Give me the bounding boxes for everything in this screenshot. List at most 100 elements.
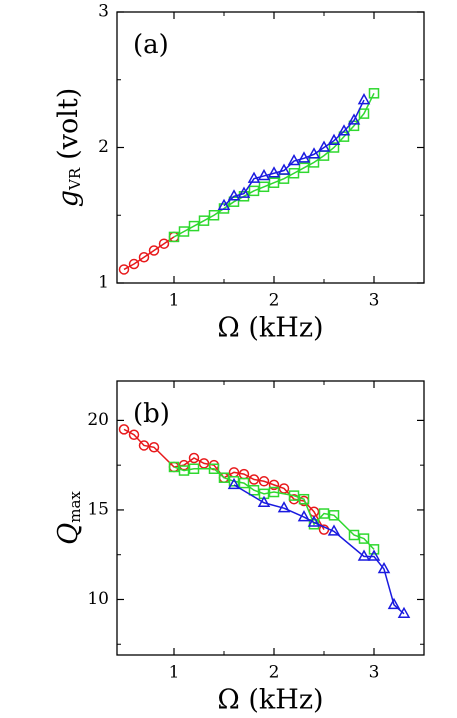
- y-axis-label: Qmax: [53, 491, 85, 545]
- y-tick-label: 2: [98, 137, 109, 157]
- square-marker: [168, 461, 180, 473]
- square-marker: [188, 463, 200, 475]
- triangle-marker: [297, 510, 311, 522]
- square-marker: [188, 220, 200, 232]
- y-tick-label: 20: [87, 410, 109, 430]
- triangle-marker: [247, 171, 261, 183]
- triangle-marker: [327, 524, 341, 536]
- square-marker: [318, 508, 330, 519]
- x-axis-label: Ω (kHz): [217, 313, 323, 344]
- triangle-marker: [377, 561, 391, 574]
- y-label-unit: (volt): [53, 88, 84, 160]
- square-marker: [248, 185, 260, 197]
- x-tick-label: 2: [269, 663, 280, 683]
- series-line: [123, 428, 325, 531]
- circle-marker: [118, 264, 130, 275]
- square-marker: [288, 490, 300, 501]
- y-label-subscript: max: [66, 491, 84, 523]
- y-label-symbol: Q: [53, 523, 84, 545]
- circle-marker: [198, 458, 210, 469]
- square-marker: [288, 167, 300, 179]
- y-label-subscript: VR: [66, 167, 84, 191]
- series-line: [173, 466, 375, 550]
- panel: 1 2 3 10 15 20 (b) Ω (kHz) Qmax: [53, 380, 425, 716]
- triangle-marker: [307, 147, 321, 159]
- plot-frame: [116, 380, 425, 656]
- annotation: (b): [133, 399, 170, 429]
- triangle-marker: [327, 133, 341, 145]
- square-marker: [178, 465, 190, 476]
- square-marker: [368, 544, 380, 555]
- y-tick-label: 15: [87, 499, 109, 519]
- x-tick-label: 3: [369, 663, 380, 683]
- y-tick-label: 3: [98, 2, 109, 22]
- triangle-marker: [387, 597, 401, 610]
- x-axis-label: Ω (kHz): [217, 685, 323, 716]
- square-marker: [198, 215, 210, 226]
- x-tick-label: 3: [369, 291, 380, 311]
- triangle-marker: [397, 606, 411, 619]
- triangle-marker: [297, 151, 311, 163]
- square-marker: [348, 529, 360, 541]
- circle-marker: [138, 440, 150, 451]
- circle-marker: [258, 476, 270, 487]
- triangle-marker: [347, 113, 361, 125]
- square-marker: [298, 493, 310, 505]
- square-marker: [208, 210, 220, 221]
- circle-marker: [118, 424, 130, 435]
- square-marker: [168, 231, 180, 243]
- square-marker: [328, 142, 340, 153]
- triangle-marker: [307, 515, 321, 527]
- panel: 1 2 3 1 2 3 (a) Ω (kHz) gVR (volt): [53, 2, 425, 344]
- triangle-marker: [227, 477, 241, 490]
- x-tick-label: 1: [169, 663, 180, 683]
- circle-marker: [268, 479, 280, 491]
- y-label-symbol: g: [53, 190, 84, 207]
- y-tick-label: 10: [87, 589, 109, 609]
- circle-marker: [178, 459, 190, 471]
- triangle-marker: [287, 154, 301, 166]
- square-marker: [258, 181, 270, 193]
- square-marker: [358, 533, 370, 544]
- triangle-marker: [227, 189, 241, 201]
- circle-marker: [278, 483, 290, 494]
- triangle-marker: [257, 168, 271, 181]
- y-tick-label: 1: [98, 273, 109, 293]
- circle-marker: [188, 452, 200, 464]
- triangle-marker: [277, 501, 291, 513]
- series-line: [233, 484, 405, 615]
- circle-marker: [158, 238, 170, 249]
- triangle-marker: [277, 163, 291, 175]
- triangle-marker: [337, 124, 351, 136]
- square-marker: [268, 486, 280, 498]
- square-marker: [358, 108, 370, 119]
- square-marker: [368, 88, 380, 99]
- y-axis-label: gVR (volt): [53, 88, 85, 208]
- annotation: (a): [133, 30, 169, 60]
- x-tick-label: 1: [169, 291, 180, 311]
- square-marker: [268, 177, 280, 188]
- triangle-marker: [367, 549, 381, 561]
- triangle-marker: [357, 549, 371, 561]
- circle-marker: [138, 252, 150, 263]
- circle-marker: [248, 474, 260, 485]
- square-marker: [178, 226, 190, 237]
- series-line: [173, 92, 375, 238]
- square-marker: [238, 477, 250, 489]
- triangle-marker: [317, 140, 331, 152]
- square-marker: [298, 162, 310, 174]
- circle-marker: [148, 442, 160, 453]
- series-line: [123, 236, 175, 271]
- square-marker: [248, 484, 260, 496]
- square-marker: [208, 463, 220, 475]
- triangle-marker: [237, 186, 251, 198]
- square-marker: [328, 510, 340, 521]
- circle-marker: [128, 429, 140, 440]
- circle-marker: [128, 258, 140, 270]
- triangle-marker: [357, 93, 371, 105]
- plot-frame: [116, 11, 425, 284]
- x-tick-label: 2: [269, 291, 280, 311]
- circle-marker: [148, 245, 160, 256]
